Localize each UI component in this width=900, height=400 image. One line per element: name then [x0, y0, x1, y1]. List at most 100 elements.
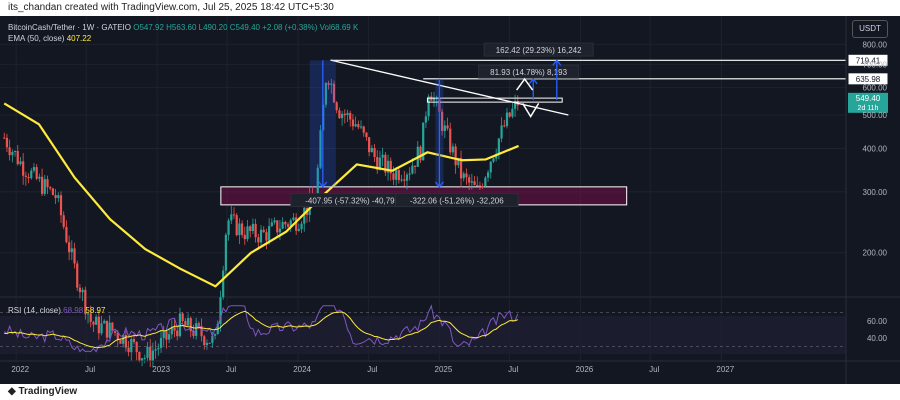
candle-body	[481, 186, 484, 188]
candle-body	[373, 147, 376, 158]
measure-label: 162.42 (29.23%) 16,242	[496, 46, 582, 55]
candle-body	[332, 83, 336, 103]
candle-body	[238, 223, 241, 236]
candle-body	[124, 334, 127, 348]
candle-body	[135, 341, 138, 352]
candle-body	[441, 111, 444, 132]
x-tick-label: 2025	[435, 365, 453, 374]
candle-body	[235, 215, 238, 236]
candle-body	[484, 177, 487, 187]
candle-body	[16, 151, 19, 165]
measure-label-box	[483, 42, 594, 57]
candle-body	[343, 113, 346, 116]
price-tag-label: 635.98	[856, 75, 881, 84]
candle-body	[413, 165, 417, 167]
candle-body	[335, 102, 338, 111]
candle-body	[443, 125, 446, 132]
candle-body	[400, 179, 403, 181]
x-tick-label: 2022	[11, 365, 29, 374]
price-tag-label: 719.41	[856, 56, 881, 65]
breakout-up-arrow	[516, 77, 534, 91]
candle-body	[257, 237, 260, 243]
measure-label: -322.06 (-51.26%) -32,206	[410, 197, 504, 206]
measure-arrow-head	[318, 181, 328, 188]
candle-body	[154, 349, 157, 351]
measure-label: -407.95 (-57.32%) -40,795	[305, 197, 399, 206]
candle-body	[465, 173, 468, 178]
candle-body	[424, 116, 427, 123]
candle-body	[178, 313, 182, 337]
candle-body	[100, 323, 103, 334]
candle-body	[370, 147, 373, 153]
rsi-pane	[0, 304, 846, 353]
x-tick-label: 2024	[293, 365, 311, 374]
x-tick-label: 2023	[152, 365, 170, 374]
candle-body	[254, 223, 257, 238]
axes: 800.00 700.00 600.00 500.00 400.00 300.00 200.…	[0, 16, 900, 384]
candle-body	[38, 176, 41, 179]
candle-body	[330, 83, 333, 85]
candle-body	[265, 232, 268, 241]
candle-body	[189, 318, 192, 332]
candle-body	[262, 229, 265, 233]
price-tag-box	[847, 53, 889, 67]
candle-body	[273, 220, 276, 223]
candle-body	[457, 157, 460, 166]
y-tick-label: 200.00	[863, 249, 888, 258]
candle-body	[162, 331, 165, 338]
candle-body	[454, 146, 457, 166]
rsi-line	[3, 304, 519, 353]
x-tick-label: 2027	[716, 365, 734, 374]
candle-body	[241, 223, 244, 235]
candle-body	[151, 350, 155, 362]
candle-body	[354, 124, 357, 127]
price-chart-svg[interactable]: 719.41 635.98 -407.95 (-57.32%) -40,795 -32…	[0, 16, 900, 384]
candle-body	[419, 146, 422, 161]
chart-area[interactable]: 719.41 635.98 -407.95 (-57.32%) -40,795 -32…	[0, 16, 900, 384]
candle-body	[427, 96, 430, 117]
candle-body	[132, 338, 136, 342]
candle-body	[13, 151, 17, 153]
measure-arrow-head	[552, 59, 562, 66]
x-tick-label: 2026	[575, 365, 593, 374]
candle-body	[405, 174, 409, 181]
candle-body	[57, 195, 60, 199]
y-tick-label: 600.00	[863, 84, 888, 93]
candle-body	[408, 173, 411, 175]
candle-body	[243, 234, 246, 240]
x-tick-label: Jul	[226, 365, 236, 374]
candle-body	[103, 320, 106, 324]
symbol-label: BitcoinCash/Tether · 1W · GATEIO	[8, 23, 131, 32]
candle-body	[122, 334, 125, 344]
tradingview-logo-icon: ◆	[8, 386, 16, 397]
candle-body	[378, 157, 382, 170]
candle-body	[130, 338, 133, 353]
y-tick-label: 300.00	[863, 188, 888, 197]
candle-body	[251, 223, 255, 232]
candle-body	[422, 122, 425, 161]
candle-body	[403, 179, 406, 181]
candle-body	[165, 331, 168, 340]
candle-body	[395, 170, 398, 180]
candle-body	[300, 223, 303, 230]
candle-body	[146, 346, 149, 358]
measure-label-box	[395, 193, 519, 208]
candle-body	[459, 157, 463, 179]
candle-body	[449, 128, 452, 153]
measure-arrow-head	[528, 77, 538, 85]
candle-body	[186, 318, 190, 326]
y-tick-label: 500.00	[863, 111, 888, 120]
ema-line	[3, 102, 519, 288]
candle-body	[297, 229, 300, 231]
candle-body	[508, 112, 511, 117]
candle-body	[486, 172, 490, 178]
currency-button[interactable]: USDT	[852, 20, 888, 38]
candle-body	[51, 188, 54, 195]
current-price-countdown: 2d 11h	[858, 105, 879, 112]
candle-body	[159, 337, 163, 348]
candle-body	[95, 316, 98, 325]
candle-body	[270, 222, 273, 227]
candle-body	[213, 334, 217, 336]
annotations: 719.41 635.98 -407.95 (-57.32%) -40,795 -32…	[290, 42, 889, 208]
candle-body	[113, 331, 117, 333]
